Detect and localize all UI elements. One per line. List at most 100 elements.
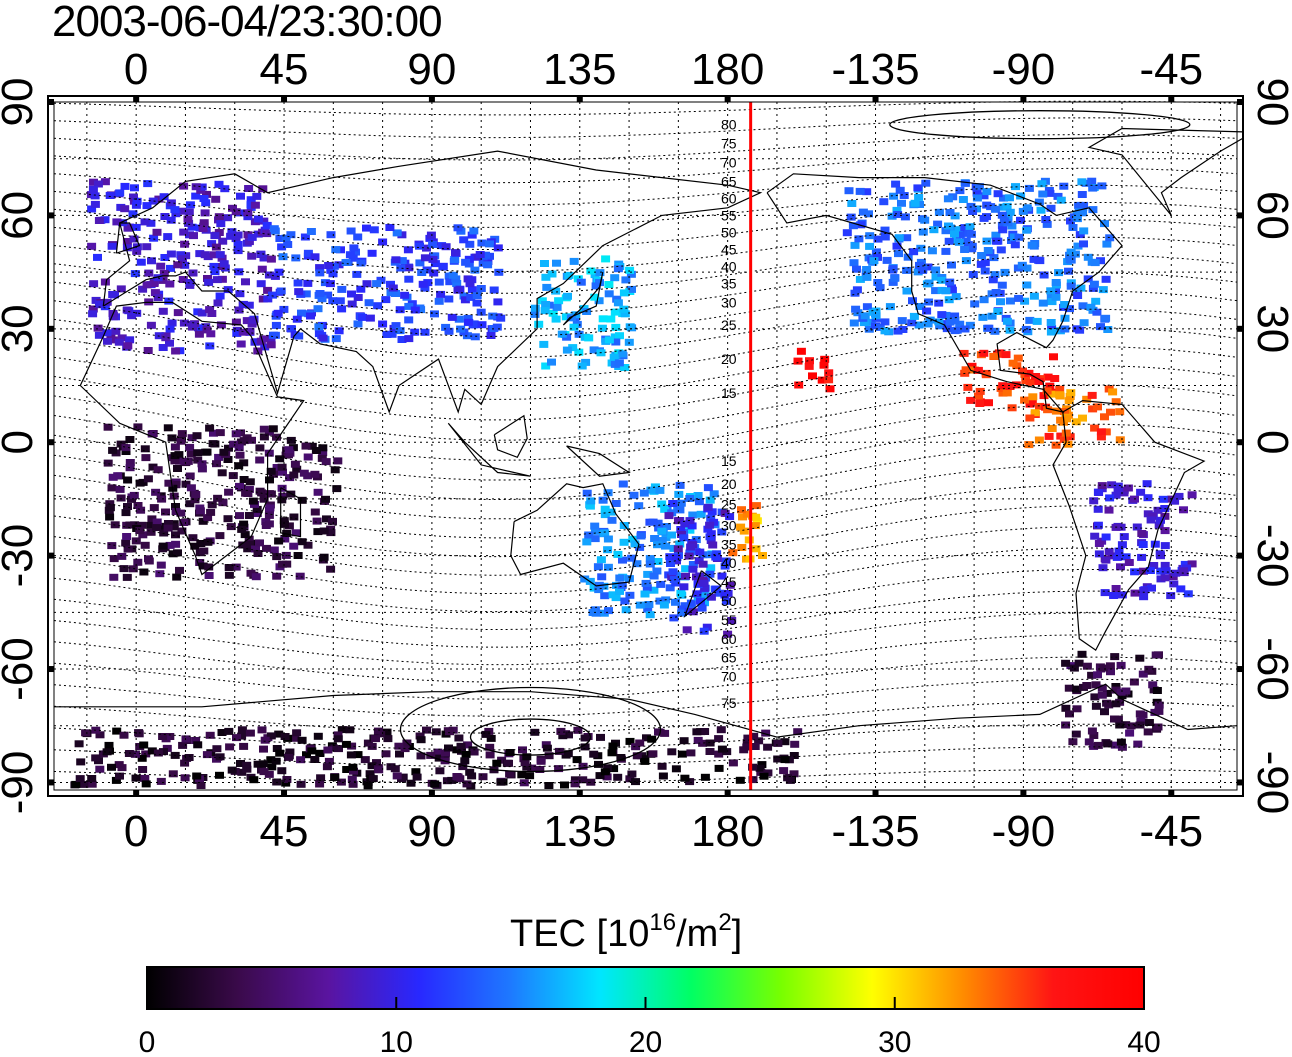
tec-cell xyxy=(447,313,457,321)
y-tick-label-right: 90 xyxy=(1248,78,1292,127)
tec-cell xyxy=(611,338,621,346)
tec-cell xyxy=(1135,710,1145,718)
mlat-contour xyxy=(53,384,1238,461)
tec-cell xyxy=(714,750,724,758)
tec-cell xyxy=(1117,541,1127,549)
tec-cell xyxy=(167,319,177,327)
tec-cell xyxy=(391,322,401,330)
tec-cell xyxy=(109,573,119,581)
tec-cell xyxy=(252,505,262,513)
tec-cell xyxy=(1148,681,1158,689)
tec-cell xyxy=(1009,233,1019,241)
tec-cell xyxy=(855,187,865,195)
tec-cell xyxy=(160,254,170,261)
tec-cell xyxy=(955,231,965,239)
tec-cell xyxy=(144,557,154,565)
tec-cell xyxy=(386,280,395,288)
x-tick-label-top: 180 xyxy=(691,45,764,94)
tec-cell xyxy=(1133,740,1143,748)
tec-cell xyxy=(244,535,254,543)
tec-cell xyxy=(457,747,466,755)
tec-cell xyxy=(362,224,371,232)
tec-cell xyxy=(873,279,883,286)
tec-cell xyxy=(178,255,187,263)
tec-cell xyxy=(1056,196,1066,204)
tec-cell xyxy=(235,290,245,298)
tec-cell xyxy=(1055,385,1065,393)
tec-cell xyxy=(95,300,104,308)
tec-cell xyxy=(671,765,681,773)
tec-cell xyxy=(754,737,764,745)
tec-cell xyxy=(659,601,669,609)
tec-cell xyxy=(697,604,707,612)
tec-cell xyxy=(319,553,329,561)
tec-cell xyxy=(1151,651,1161,659)
tec-cell xyxy=(179,319,189,327)
tec-cell xyxy=(756,768,766,776)
tec-cell xyxy=(505,770,515,778)
tec-cell xyxy=(1061,659,1071,667)
tec-cell xyxy=(935,322,945,330)
tec-cell xyxy=(1041,216,1051,223)
tec-cell xyxy=(1017,261,1027,269)
tec-cell xyxy=(1160,512,1170,520)
tec-cell xyxy=(492,759,502,767)
tec-cell xyxy=(657,762,667,770)
tec-cell xyxy=(1027,398,1037,406)
tec-cell xyxy=(130,521,140,529)
tec-cell xyxy=(123,503,132,510)
tec-cell xyxy=(234,268,244,276)
tec-cell xyxy=(188,269,198,277)
tec-cell xyxy=(155,570,165,578)
tec-cell xyxy=(1079,319,1089,327)
tec-cell xyxy=(648,518,658,526)
x-tick-label-bottom: 0 xyxy=(124,807,148,856)
x-tick-label-top: 135 xyxy=(543,45,616,94)
tec-cell xyxy=(1115,436,1125,444)
tec-cell xyxy=(820,355,830,363)
tec-cell xyxy=(600,529,610,537)
tec-cell xyxy=(115,772,124,780)
tec-cell xyxy=(336,246,345,254)
tec-cell xyxy=(581,358,591,366)
tec-cell xyxy=(364,299,374,307)
tec-cell xyxy=(278,468,287,476)
tec-cell xyxy=(103,337,112,345)
tec-cell xyxy=(851,305,861,313)
tec-cell xyxy=(991,289,1001,296)
tec-cell xyxy=(287,325,296,333)
coastline xyxy=(1087,127,1243,216)
tec-cell xyxy=(170,206,180,214)
tec-cell xyxy=(554,297,564,305)
tec-cell xyxy=(404,264,414,272)
tec-cell xyxy=(1077,650,1087,658)
tec-cell xyxy=(537,297,547,305)
tec-cell xyxy=(950,230,959,238)
tec-cell xyxy=(789,770,799,778)
tec-cell xyxy=(1065,710,1074,718)
coastline xyxy=(510,483,640,587)
tec-cell xyxy=(517,771,527,779)
tec-cell xyxy=(193,456,203,464)
tec-cell xyxy=(404,316,414,324)
tec-cell xyxy=(215,753,225,761)
tec-cell xyxy=(426,751,436,759)
tec-cell xyxy=(1051,441,1061,449)
tec-cell xyxy=(179,182,189,190)
tec-cell xyxy=(676,499,686,507)
tec-cell xyxy=(130,270,140,278)
tec-cell xyxy=(954,238,964,246)
tec-cell xyxy=(430,260,440,268)
tec-cell xyxy=(907,319,917,327)
tec-cell xyxy=(478,773,488,781)
tec-cell xyxy=(934,208,944,216)
tec-cell xyxy=(284,753,293,761)
tec-cell xyxy=(125,336,135,344)
tec-cell xyxy=(681,565,691,573)
tec-cell xyxy=(171,531,180,539)
tec-cell xyxy=(239,459,249,467)
tec-cell xyxy=(947,284,956,292)
tec-cell xyxy=(264,511,274,519)
x-tick-label-bottom: 90 xyxy=(407,807,456,856)
tec-cell xyxy=(489,286,499,294)
